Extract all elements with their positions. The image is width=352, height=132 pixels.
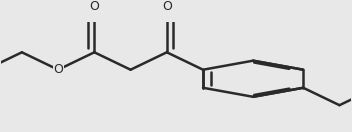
Text: O: O bbox=[53, 63, 63, 76]
Text: O: O bbox=[162, 0, 172, 13]
Text: O: O bbox=[89, 0, 99, 13]
